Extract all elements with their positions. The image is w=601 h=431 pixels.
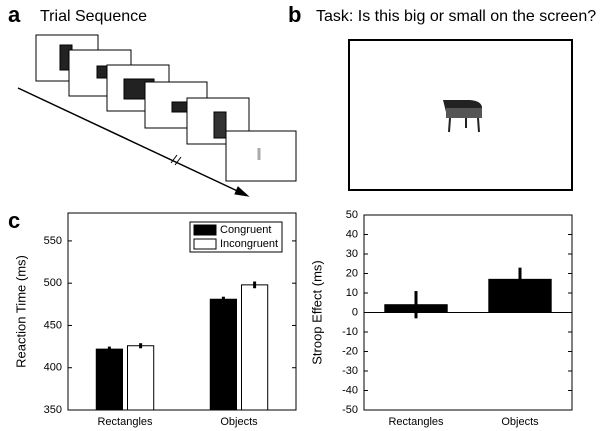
legend-label: Congruent	[220, 224, 271, 236]
y-axis-label: Reaction Time (ms)	[13, 255, 28, 368]
x-tick-label: Rectangles	[388, 416, 444, 428]
y-tick-label: 400	[44, 362, 62, 374]
legend-swatch	[193, 238, 217, 250]
y-tick-label: -10	[342, 326, 358, 338]
y-tick-label: 450	[44, 319, 62, 331]
y-tick-label: -40	[342, 384, 358, 396]
panel-title: Task: Is this big or small on the screen…	[316, 8, 596, 25]
panel-label: c	[8, 208, 20, 233]
y-axis-label: Stroop Effect (ms)	[309, 260, 324, 365]
arrow-head	[234, 186, 250, 197]
y-tick-label: -20	[342, 345, 358, 357]
bar	[241, 284, 269, 411]
y-tick-label: 500	[44, 277, 62, 289]
y-tick-label: -50	[342, 404, 358, 416]
x-tick-label: Rectangles	[97, 416, 153, 428]
legend-label: Incongruent	[220, 238, 278, 250]
y-tick-label: -30	[342, 365, 358, 377]
x-tick-label: Objects	[220, 416, 258, 428]
panel-label: a	[8, 2, 21, 27]
task-screen	[348, 39, 573, 191]
piano-image	[448, 117, 480, 133]
legend-swatch	[193, 224, 217, 236]
stimulus	[213, 111, 227, 139]
bar	[209, 298, 237, 411]
y-tick-label: 10	[346, 287, 358, 299]
break-mark	[170, 154, 178, 164]
time-arrow	[17, 87, 247, 196]
y-tick-label: 0	[352, 306, 358, 318]
break-mark	[174, 156, 182, 166]
x-tick-label: Objects	[501, 416, 539, 428]
bar	[95, 348, 123, 411]
trial-sequence	[17, 34, 297, 197]
plot-frame	[67, 212, 297, 411]
stimulus	[96, 65, 108, 79]
y-tick-label: 40	[346, 228, 358, 240]
frame	[225, 130, 297, 182]
bar	[127, 345, 155, 411]
y-tick-label: 30	[346, 248, 358, 260]
panel-label: b	[288, 2, 301, 27]
y-tick-label: 550	[44, 235, 62, 247]
panel-title: Trial Sequence	[40, 8, 147, 25]
y-tick-label: 350	[44, 404, 62, 416]
piano-image	[446, 108, 482, 118]
plot-frame	[363, 214, 573, 411]
y-tick-label: 20	[346, 267, 358, 279]
y-tick-label: 50	[346, 209, 358, 221]
